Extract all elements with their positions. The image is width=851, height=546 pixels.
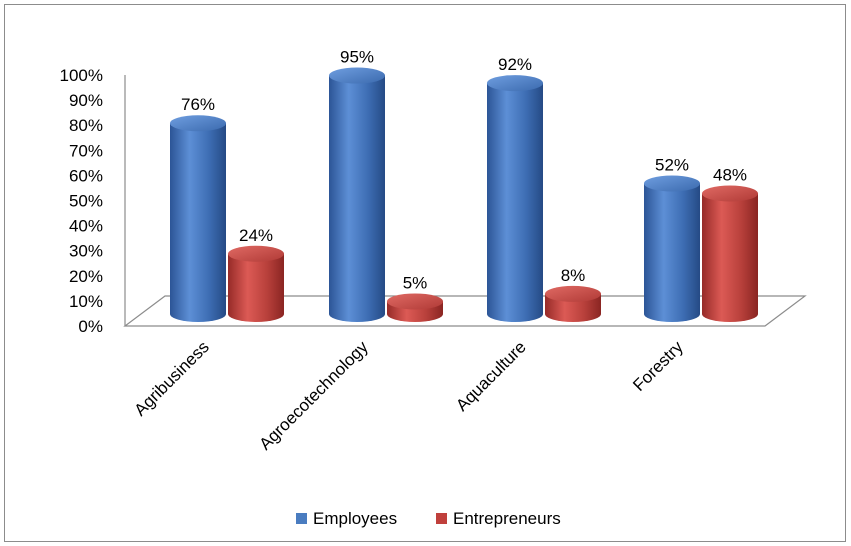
y-tick-label: 100% [60, 66, 103, 85]
y-tick-label: 80% [69, 116, 103, 135]
y-tick-label: 70% [69, 141, 103, 160]
bar-body [329, 75, 385, 322]
category-label: Forestry [629, 337, 687, 395]
chart-floor [123, 295, 807, 327]
data-label: 48% [713, 166, 747, 185]
bar-entrepreneurs-agroecotechnology [387, 293, 443, 322]
legend-item-employees: Employees [296, 509, 397, 528]
data-label: 76% [181, 95, 215, 114]
y-tick-label: 50% [69, 192, 103, 211]
bar-body [228, 253, 284, 322]
data-label: 24% [239, 226, 273, 245]
category-label: Aquaculture [452, 337, 530, 415]
chart-legend: Employees Entrepreneurs [296, 509, 561, 528]
bar-entrepreneurs-aquaculture [545, 285, 601, 322]
y-tick-label: 90% [69, 91, 103, 110]
legend-swatch [296, 513, 307, 524]
chart-data-labels: 76% 24% 95% 5% 92% 8% 52% 48% [181, 48, 747, 293]
bar-top [702, 185, 758, 202]
bar-entrepreneurs-forestry [702, 185, 758, 322]
bar-body [487, 83, 543, 322]
category-label: Agroecotechnology [255, 337, 372, 454]
bar-top [387, 293, 443, 310]
bar-body [702, 193, 758, 322]
y-tick-label: 30% [69, 242, 103, 261]
bar-top [644, 175, 700, 192]
bar-body [644, 183, 700, 322]
bar-top [329, 67, 385, 84]
y-tick-label: 10% [69, 292, 103, 311]
bar-body [545, 293, 601, 322]
bar-top [228, 245, 284, 262]
legend-label: Entrepreneurs [453, 509, 561, 528]
data-label: 52% [655, 155, 689, 174]
legend-label: Employees [313, 509, 397, 528]
bar-employees-aquaculture [487, 75, 543, 322]
chart-axes: 0% 10% 20% 30% 40% 50% 60% 70% 80% 90% 100% [60, 66, 807, 336]
bar-body [170, 123, 226, 323]
category-label: Agribusiness [131, 337, 213, 419]
y-tick-label: 40% [69, 217, 103, 236]
bar-employees-agroecotechnology [329, 67, 385, 322]
bar-top [545, 285, 601, 302]
legend-item-entrepreneurs: Entrepreneurs [436, 509, 561, 528]
legend-swatch [436, 513, 447, 524]
chart-bars [170, 67, 758, 323]
y-tick-label: 20% [69, 267, 103, 286]
data-label: 8% [561, 266, 586, 285]
chart-category-labels: Agribusiness Agroecotechnology Aquaculture… [131, 337, 688, 454]
y-tick-label: 60% [69, 166, 103, 185]
data-label: 92% [498, 55, 532, 74]
bar-top [170, 115, 226, 132]
bar-employees-agribusiness [170, 115, 226, 323]
bar-employees-forestry [644, 175, 700, 322]
bar-top [487, 75, 543, 92]
bar-entrepreneurs-agribusiness [228, 245, 284, 322]
data-label: 95% [340, 48, 374, 67]
data-label: 5% [403, 273, 428, 292]
y-tick-label: 0% [78, 317, 103, 336]
